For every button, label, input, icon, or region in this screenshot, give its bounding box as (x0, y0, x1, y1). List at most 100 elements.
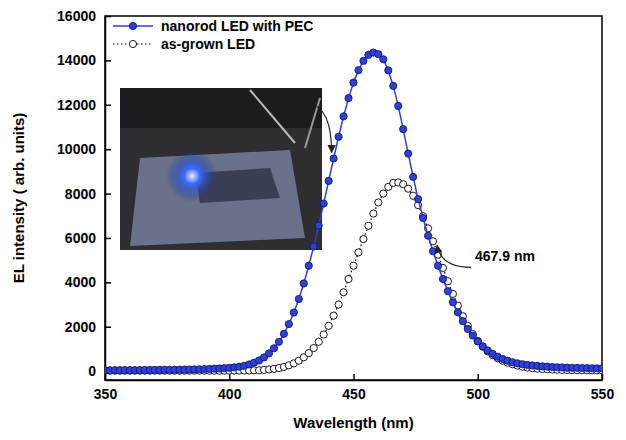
tick-mark (105, 326, 111, 328)
data-point (315, 338, 322, 345)
data-point (280, 330, 287, 337)
tick: 500 (467, 374, 491, 402)
tick: 8000 (65, 186, 111, 202)
data-point (285, 320, 292, 327)
series-line (105, 53, 602, 371)
tick-mark (478, 374, 480, 380)
data-point (330, 312, 337, 319)
tick-mark (105, 60, 111, 62)
tick-label: 12000 (57, 97, 96, 113)
data-point (424, 232, 431, 239)
data-point (270, 345, 277, 352)
tick-label: 6000 (65, 230, 96, 246)
tick-label: 14000 (57, 52, 96, 68)
tick-label: 8000 (65, 186, 96, 202)
data-point (598, 365, 602, 372)
data-point (365, 222, 372, 229)
tick-mark (353, 374, 355, 380)
tick-label: 400 (218, 386, 242, 402)
data-point (290, 309, 297, 316)
data-point (345, 95, 352, 102)
data-point (444, 288, 451, 295)
annotation-arrow (310, 103, 332, 152)
tick: 6000 (65, 230, 111, 246)
data-point (395, 102, 402, 109)
tick-label: 16000 (57, 8, 96, 24)
data-point (305, 262, 312, 269)
x-axis-title: Wavelength (nm) (293, 414, 413, 431)
legend-label: nanorod LED with PEC (161, 18, 313, 34)
data-point (340, 113, 347, 120)
tick-mark (105, 16, 111, 18)
tick: 12000 (57, 97, 111, 113)
tick-mark (229, 374, 231, 380)
data-point (380, 190, 387, 197)
data-point (360, 235, 367, 242)
data-point (449, 299, 456, 306)
data-point (310, 344, 317, 351)
data-point (405, 185, 412, 192)
data-point (320, 200, 327, 207)
data-point (429, 248, 436, 255)
data-point (350, 79, 357, 86)
tick-label: 4000 (65, 274, 96, 290)
data-point (390, 82, 397, 89)
tick-label: 2000 (65, 319, 96, 335)
annotation: 467.9 nm (475, 248, 535, 264)
annotation-arrow (437, 245, 471, 267)
legend-marker (129, 22, 136, 29)
data-point (439, 275, 446, 282)
tick: 550 (591, 374, 615, 402)
axis-line (105, 17, 107, 381)
tick-label: 550 (591, 386, 615, 402)
data-point (335, 133, 342, 140)
y-axis: 0 2000 4000 6000 8000 10000 12000 14000 16000 (57, 8, 111, 381)
tick: 10000 (57, 141, 111, 157)
data-point (375, 199, 382, 206)
tick-mark (105, 282, 111, 284)
data-point (410, 173, 417, 180)
data-point (325, 322, 332, 329)
tick: 4000 (65, 274, 111, 290)
tick-mark (602, 374, 604, 380)
photo-background (120, 88, 322, 250)
tick: 400 (218, 374, 242, 402)
tick: 14000 (57, 52, 111, 68)
tick: 16000 (57, 8, 111, 24)
data-point (380, 56, 387, 63)
tick-label: 0 (88, 363, 96, 379)
x-axis: 350 400 450 500 550 (94, 374, 615, 402)
data-point (370, 210, 377, 217)
legend-marker (129, 40, 136, 47)
data-point (320, 331, 327, 338)
data-point (345, 275, 352, 282)
data-point (355, 249, 362, 256)
data-point (330, 155, 337, 162)
tick-mark (105, 193, 111, 195)
photo-slab (130, 150, 305, 246)
y-axis-title: EL intensity ( arb. units) (10, 113, 27, 284)
tick-label: 350 (94, 386, 118, 402)
chart: 350 400 450 500 550 0 2000 4000 6000 8000 10000 120… (0, 0, 626, 440)
data-point (350, 262, 357, 269)
data-point (300, 280, 307, 287)
legend-label: as-grown LED (161, 36, 255, 52)
photo-probe (250, 90, 295, 143)
tick-label: 10000 (57, 141, 96, 157)
series-line (105, 182, 602, 370)
photo-shadow (120, 88, 322, 128)
data-point (400, 126, 407, 133)
tick-label: 450 (342, 386, 366, 402)
tick-mark (105, 149, 111, 151)
tick-mark (105, 238, 111, 240)
data-point (340, 289, 347, 296)
data-point (360, 57, 367, 64)
data-point (415, 196, 422, 203)
plot-area (105, 49, 602, 374)
data-point (310, 243, 317, 250)
inset-photo (120, 88, 322, 250)
tick: 2000 (65, 319, 111, 335)
photo-probe (305, 98, 320, 148)
data-point (434, 262, 441, 269)
legend: nanorod LED with PEC as-grown LED (113, 18, 313, 52)
